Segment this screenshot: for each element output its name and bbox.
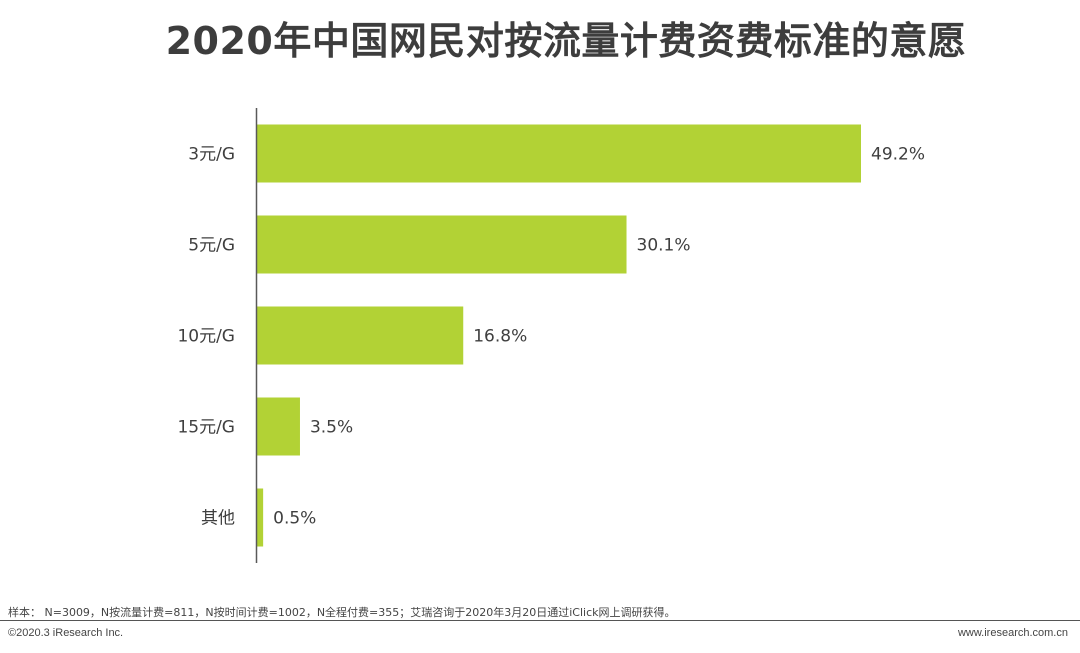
category-label: 10元/G bbox=[177, 327, 235, 347]
bar-1 bbox=[257, 215, 627, 274]
value-label: 0.5% bbox=[273, 509, 316, 529]
website-url: www.iresearch.com.cn bbox=[957, 627, 1068, 639]
value-label: 30.1% bbox=[637, 236, 691, 256]
bar-0 bbox=[257, 124, 861, 183]
sample-note: 样本： N=3009，N按流量计费=811，N按时间计费=1002，N全程付费=… bbox=[8, 606, 676, 619]
category-label: 5元/G bbox=[188, 236, 235, 256]
bar-3 bbox=[257, 397, 300, 456]
bar-2 bbox=[257, 306, 464, 365]
category-label: 3元/G bbox=[188, 145, 235, 165]
category-label: 15元/G bbox=[177, 418, 235, 438]
category-label: 其他 bbox=[201, 509, 235, 529]
chart-title: 2020年中国网民对按流量计费资费标准的意愿 bbox=[165, 19, 967, 63]
value-label: 16.8% bbox=[473, 327, 527, 347]
value-label: 49.2% bbox=[871, 145, 925, 165]
footer-divider bbox=[0, 620, 1080, 621]
bar-4 bbox=[257, 488, 264, 547]
copyright-text: ©2020.3 iResearch Inc. bbox=[8, 627, 124, 639]
value-label: 3.5% bbox=[310, 418, 353, 438]
bar-chart: 3元/G 49.2% 5元/G 30.1% 10元/G 16.8% 15元/G 3.5% 其他 0… bbox=[177, 108, 925, 563]
